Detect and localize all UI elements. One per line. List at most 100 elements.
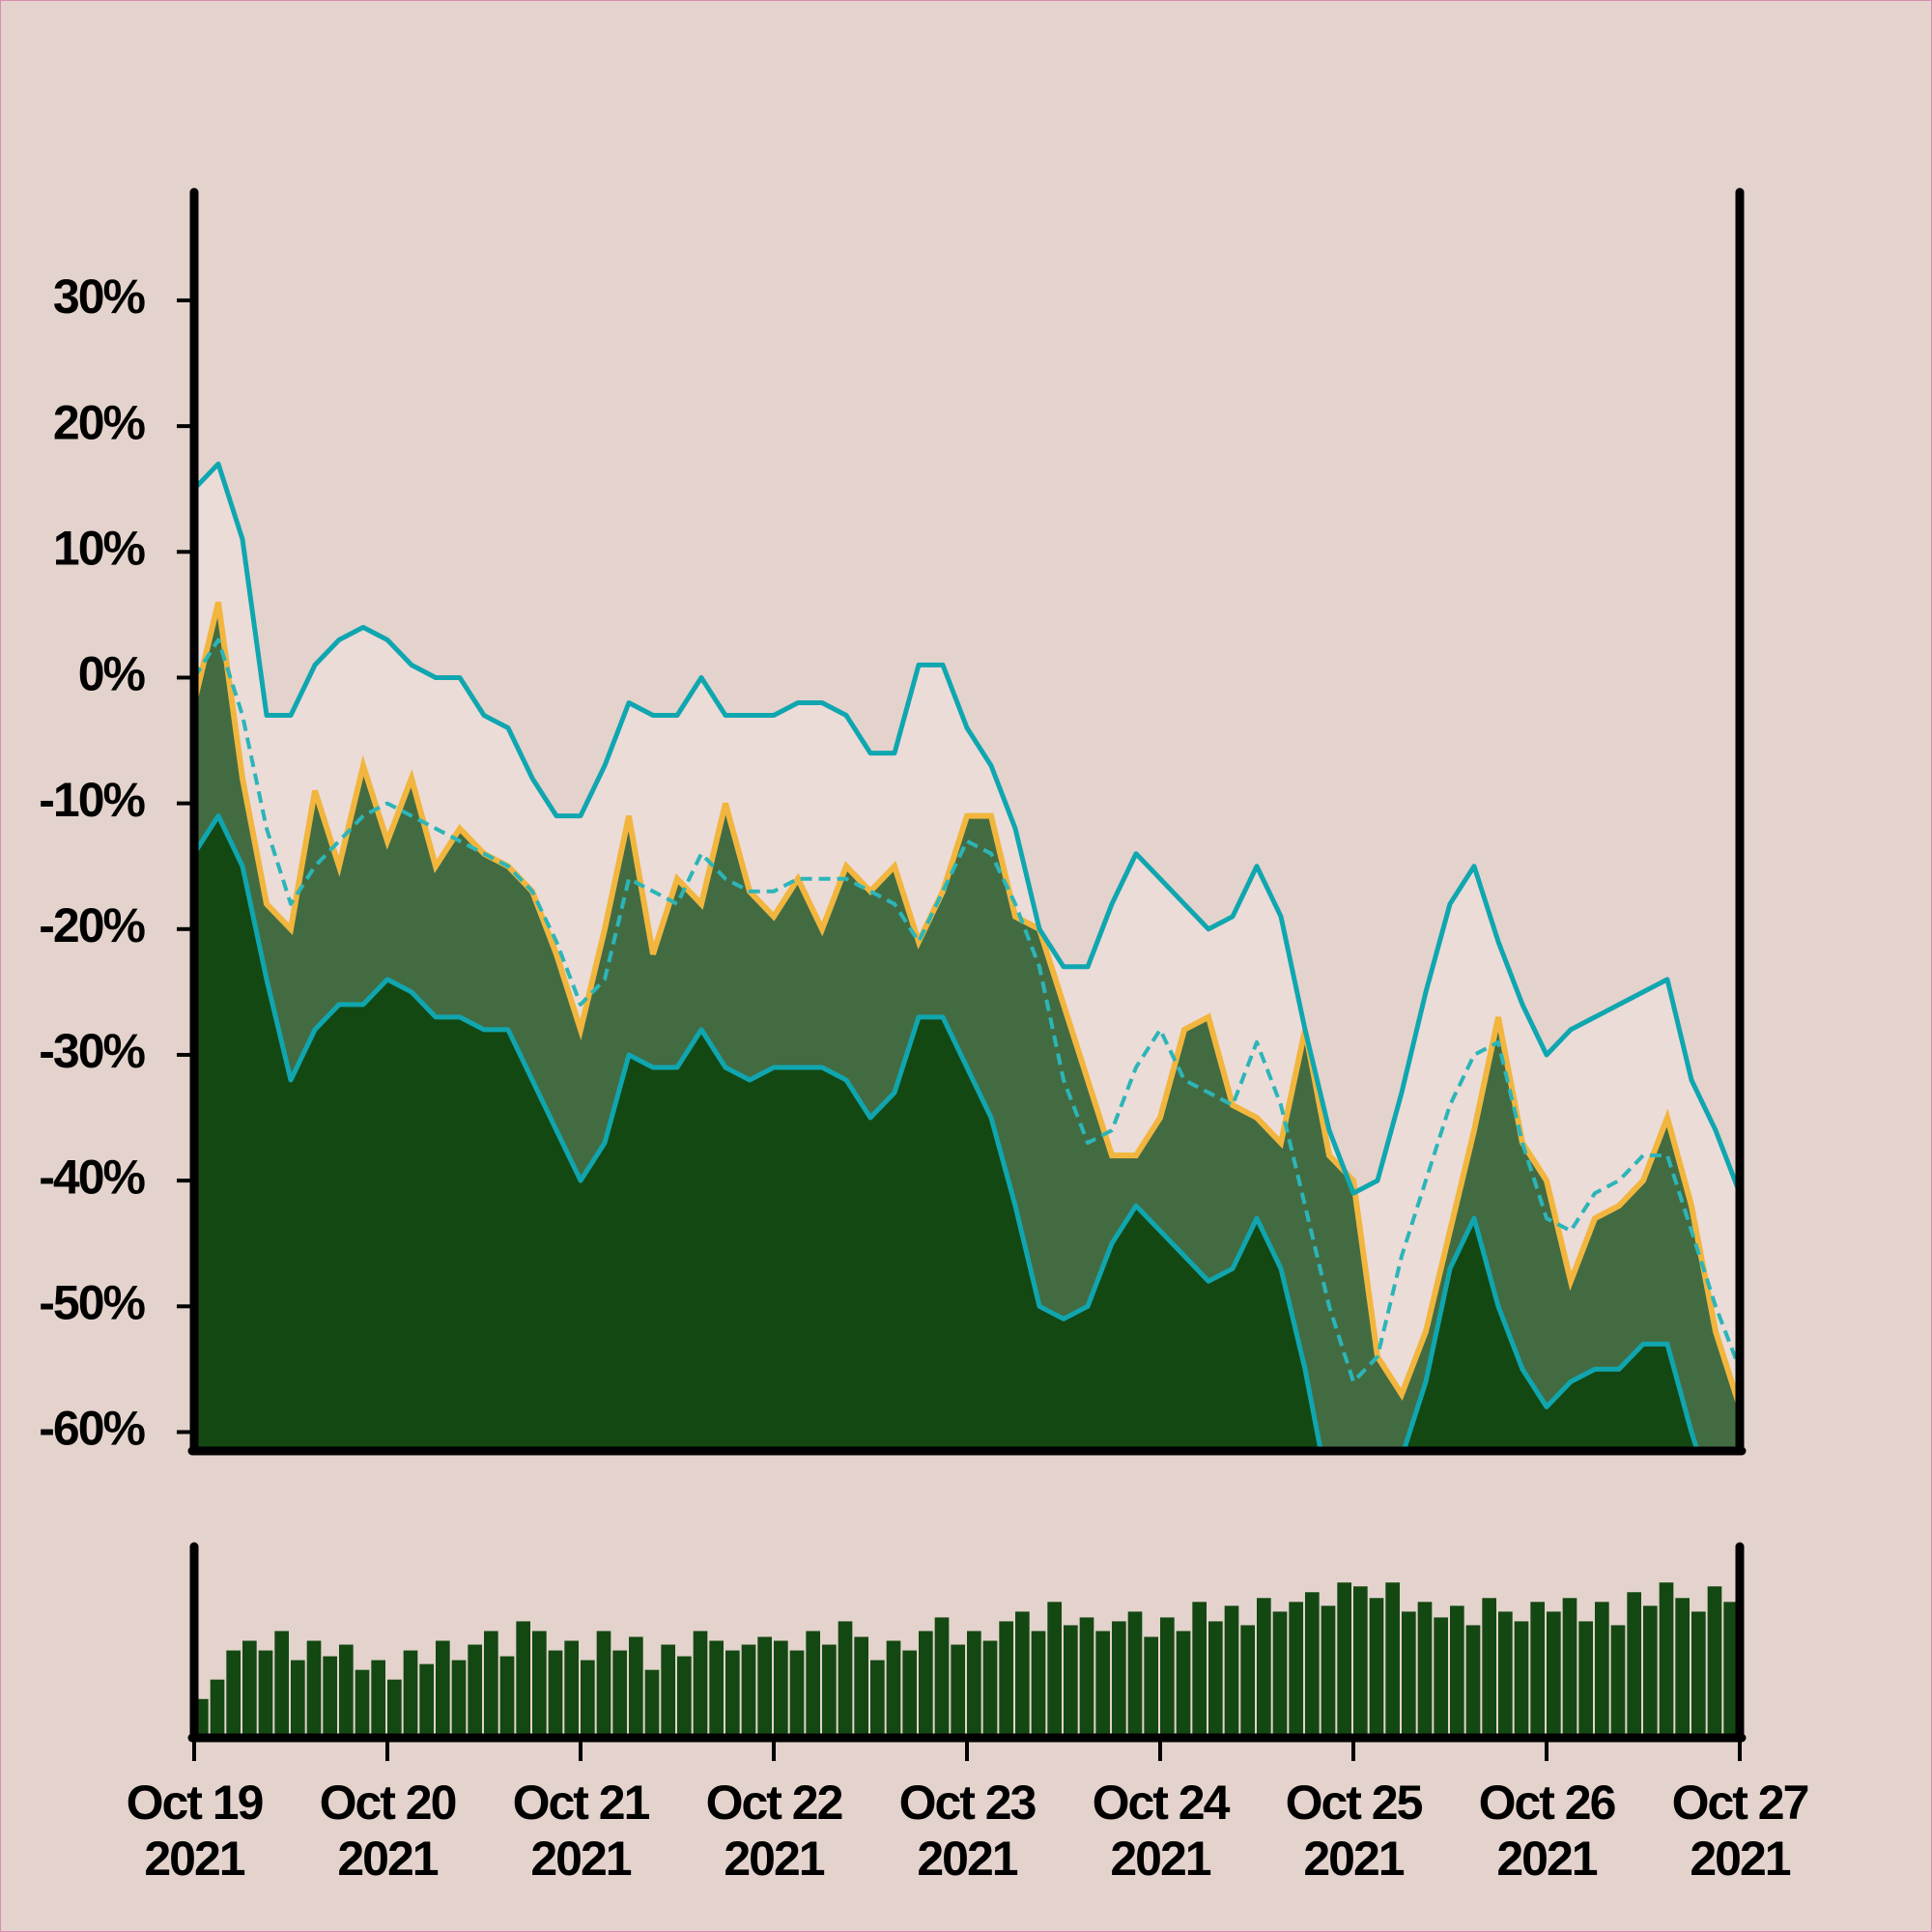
volume-bar bbox=[1272, 1611, 1288, 1738]
volume-bar bbox=[339, 1644, 354, 1738]
volume-bar bbox=[757, 1636, 772, 1738]
y-tick-label: 30% bbox=[53, 270, 146, 324]
volume-bar bbox=[709, 1640, 724, 1738]
volume-bar bbox=[484, 1631, 498, 1738]
volume-bar bbox=[1289, 1602, 1303, 1738]
volume-bar bbox=[902, 1650, 917, 1738]
x-tick-label: Oct 24 2021 bbox=[1092, 1776, 1231, 1886]
volume-bar bbox=[323, 1656, 337, 1738]
price-line bbox=[194, 601, 1740, 1408]
lower-band bbox=[194, 813, 1700, 1451]
volume-bar bbox=[581, 1660, 595, 1738]
volume-bar bbox=[1192, 1602, 1207, 1738]
volume-bar bbox=[1015, 1611, 1030, 1738]
volume-bar bbox=[1144, 1636, 1158, 1738]
volume-bar bbox=[1127, 1611, 1143, 1738]
volume-bar bbox=[1337, 1582, 1351, 1738]
volume-bar bbox=[967, 1631, 981, 1738]
y-tick-label: -10% bbox=[39, 773, 145, 827]
volume-bar bbox=[982, 1640, 998, 1738]
volume-bar bbox=[210, 1679, 225, 1738]
y-tick-label: -30% bbox=[39, 1024, 145, 1078]
volume-bar bbox=[774, 1640, 788, 1738]
volume-bar bbox=[468, 1644, 482, 1738]
x-tick-label: Oct 21 2021 bbox=[512, 1776, 651, 1886]
volume-bar bbox=[1562, 1598, 1577, 1738]
volume-bar bbox=[741, 1644, 756, 1738]
volume-bar bbox=[387, 1679, 402, 1738]
volume-bar bbox=[1610, 1625, 1626, 1738]
volume-bar bbox=[451, 1660, 467, 1738]
volume-bar bbox=[886, 1640, 901, 1738]
volume-bar bbox=[1530, 1602, 1545, 1738]
volume-bar bbox=[1659, 1582, 1674, 1738]
volume-bar bbox=[1385, 1582, 1400, 1738]
x-tick-label: Oct 25 2021 bbox=[1285, 1776, 1424, 1886]
upper-band bbox=[194, 461, 1740, 1196]
x-tick-label: Oct 23 2021 bbox=[898, 1776, 1037, 1886]
volume-bar bbox=[548, 1650, 563, 1738]
volume-bar bbox=[1434, 1617, 1448, 1738]
volume-bar bbox=[242, 1640, 257, 1738]
volume-bar bbox=[1176, 1631, 1191, 1738]
volume-bar bbox=[274, 1631, 289, 1738]
volume-bar bbox=[258, 1650, 273, 1738]
volume-bar bbox=[1402, 1611, 1416, 1738]
volume-bar bbox=[1707, 1586, 1722, 1738]
y-tick-label: 0% bbox=[78, 647, 146, 701]
y-tick-label: 10% bbox=[53, 521, 146, 575]
volume-bar bbox=[291, 1660, 305, 1738]
volume-bar bbox=[1450, 1605, 1464, 1738]
volume-bar bbox=[789, 1650, 805, 1738]
volume-bar bbox=[1643, 1605, 1658, 1738]
volume-bar bbox=[1498, 1611, 1513, 1738]
volume-area bbox=[194, 1582, 1738, 1738]
volume-bar bbox=[226, 1650, 241, 1738]
volume-bar bbox=[644, 1669, 660, 1738]
volume-bar bbox=[1595, 1602, 1609, 1738]
volume-bar bbox=[854, 1636, 868, 1738]
x-tick-label: Oct 27 2021 bbox=[1671, 1776, 1810, 1886]
volume-bar bbox=[1031, 1631, 1046, 1738]
x-tick-label: Oct 20 2021 bbox=[319, 1776, 458, 1886]
volume-bar bbox=[951, 1644, 965, 1738]
volume-bar bbox=[870, 1660, 885, 1738]
volume-bar bbox=[1208, 1621, 1223, 1738]
volume-bar bbox=[1514, 1621, 1529, 1738]
y-tick-label: -40% bbox=[39, 1150, 145, 1204]
volume-bar bbox=[419, 1663, 434, 1738]
volume-bar bbox=[1079, 1617, 1094, 1738]
y-tick-label: -50% bbox=[39, 1276, 145, 1330]
volume-bar bbox=[1723, 1602, 1738, 1738]
volume-bar bbox=[306, 1640, 322, 1738]
volume-bar bbox=[1240, 1625, 1255, 1738]
volume-bar bbox=[1482, 1598, 1496, 1738]
volume-bar bbox=[1224, 1605, 1239, 1738]
volume-bar bbox=[1465, 1625, 1481, 1738]
volume-bar bbox=[612, 1650, 627, 1738]
y-tick-label: 20% bbox=[53, 395, 146, 449]
volume-bar bbox=[1064, 1625, 1078, 1738]
x-tick-label: Oct 19 2021 bbox=[126, 1776, 265, 1886]
volume-bar bbox=[1369, 1598, 1384, 1738]
volume-bar bbox=[838, 1621, 853, 1738]
volume-bar bbox=[564, 1640, 579, 1738]
volume-bar bbox=[661, 1644, 675, 1738]
y-tick-label: -20% bbox=[39, 898, 145, 952]
volume-bar bbox=[1627, 1592, 1641, 1738]
volume-bar bbox=[1047, 1602, 1062, 1738]
volume-bar bbox=[677, 1656, 692, 1738]
volume-bar bbox=[725, 1650, 740, 1738]
volume-bar bbox=[355, 1669, 370, 1738]
volume-bar bbox=[371, 1660, 385, 1738]
y-tick-label: -60% bbox=[39, 1402, 145, 1456]
volume-bar bbox=[1160, 1617, 1175, 1738]
volume-bar bbox=[436, 1640, 450, 1738]
x-tick-label: Oct 26 2021 bbox=[1478, 1776, 1617, 1886]
volume-bar bbox=[1353, 1586, 1368, 1738]
volume-bar bbox=[532, 1631, 547, 1738]
volume-bar bbox=[822, 1644, 837, 1738]
x-tick-label: Oct 22 2021 bbox=[705, 1776, 844, 1886]
